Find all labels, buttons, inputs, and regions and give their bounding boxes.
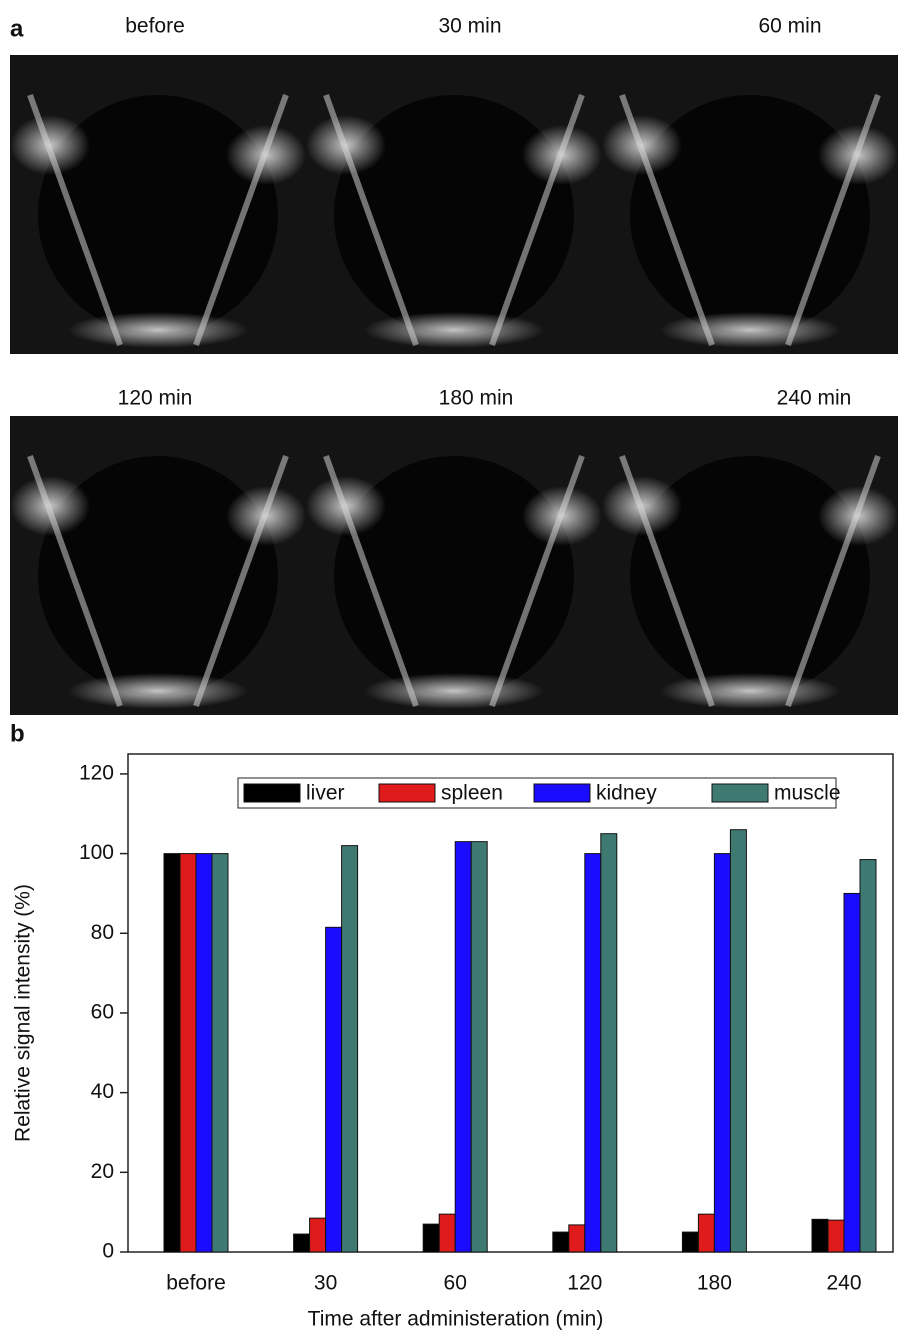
- image-title: 120 min: [118, 387, 193, 410]
- image-title: 240 min: [777, 387, 852, 410]
- mri-tissue: [10, 115, 90, 175]
- bar: [454, 841, 472, 1253]
- mri-tissue: [602, 115, 682, 175]
- mri-tissue: [364, 673, 544, 709]
- bar: [681, 1231, 699, 1253]
- x-axis-label: Time after administeration (min): [308, 1308, 604, 1331]
- legend-label: liver: [306, 782, 345, 805]
- mri-tissue: [522, 125, 602, 185]
- image-title: 60 min: [758, 15, 821, 38]
- bar: [843, 892, 861, 1253]
- legend-swatch: [533, 783, 591, 803]
- bar: [470, 841, 488, 1253]
- legend-label: kidney: [596, 782, 657, 805]
- mri-tissue: [630, 95, 870, 335]
- bar: [195, 853, 213, 1253]
- mri-tissue: [68, 673, 248, 709]
- mri-tissue: [334, 456, 574, 696]
- mri-tissue: [68, 312, 248, 348]
- bar: [713, 853, 731, 1253]
- legend-swatch: [243, 783, 301, 803]
- image-title: 180 min: [439, 387, 514, 410]
- y-tick-label: 80: [91, 921, 114, 944]
- x-tick-label: 30: [314, 1272, 337, 1295]
- y-tick-label: 20: [91, 1160, 114, 1183]
- x-tick-label: before: [166, 1272, 226, 1295]
- mri-tissue: [306, 115, 386, 175]
- x-tick-label: 60: [444, 1272, 467, 1295]
- bar: [438, 1213, 456, 1253]
- mri-tissue: [522, 486, 602, 546]
- mri-tissue: [38, 95, 278, 335]
- bar: [827, 1219, 845, 1253]
- mri-tissue: [660, 312, 840, 348]
- bar: [859, 859, 877, 1253]
- mri-tissue: [364, 312, 544, 348]
- bar: [341, 845, 359, 1253]
- legend-swatch: [711, 783, 769, 803]
- bar: [325, 926, 343, 1253]
- y-tick-label: 100: [79, 841, 114, 864]
- bar: [309, 1217, 327, 1253]
- panel-label: b: [10, 720, 25, 747]
- mri-tissue: [334, 95, 574, 335]
- plot-frame: [127, 753, 894, 1253]
- legend-label: muscle: [774, 782, 841, 805]
- bar: [422, 1223, 440, 1253]
- bar: [211, 853, 229, 1253]
- mri-tissue: [818, 486, 898, 546]
- x-tick-label: 180: [697, 1272, 732, 1295]
- bar: [600, 833, 618, 1253]
- bar: [552, 1231, 570, 1253]
- bar: [811, 1218, 829, 1253]
- image-title: 30 min: [438, 15, 501, 38]
- y-tick-label: 40: [91, 1080, 114, 1103]
- mri-tissue: [226, 125, 306, 185]
- panel-label: a: [10, 15, 24, 42]
- mri-tissue: [38, 456, 278, 696]
- x-tick-label: 240: [826, 1272, 861, 1295]
- bar: [293, 1233, 311, 1253]
- mri-tissue: [10, 476, 90, 536]
- mri-tissue: [602, 476, 682, 536]
- y-axis-label: Relative signal intensity (%): [12, 884, 35, 1142]
- bar: [584, 853, 602, 1253]
- mri-tissue: [818, 125, 898, 185]
- bar: [697, 1213, 715, 1253]
- y-tick-label: 60: [91, 1001, 114, 1024]
- bar: [729, 829, 747, 1253]
- mri-tissue: [660, 673, 840, 709]
- y-tick-label: 0: [102, 1240, 114, 1263]
- bar: [163, 853, 181, 1253]
- x-tick-label: 120: [567, 1272, 602, 1295]
- legend-swatch: [378, 783, 436, 803]
- y-tick-label: 120: [79, 761, 114, 784]
- bar: [179, 853, 197, 1253]
- mri-tissue: [226, 486, 306, 546]
- mri-tissue: [306, 476, 386, 536]
- bar: [568, 1224, 586, 1253]
- legend-label: spleen: [441, 782, 503, 805]
- image-title: before: [125, 15, 185, 38]
- mri-tissue: [630, 456, 870, 696]
- mri-panel: before 30 min 60 min 120 min 180 min 240 min: [10, 15, 898, 715]
